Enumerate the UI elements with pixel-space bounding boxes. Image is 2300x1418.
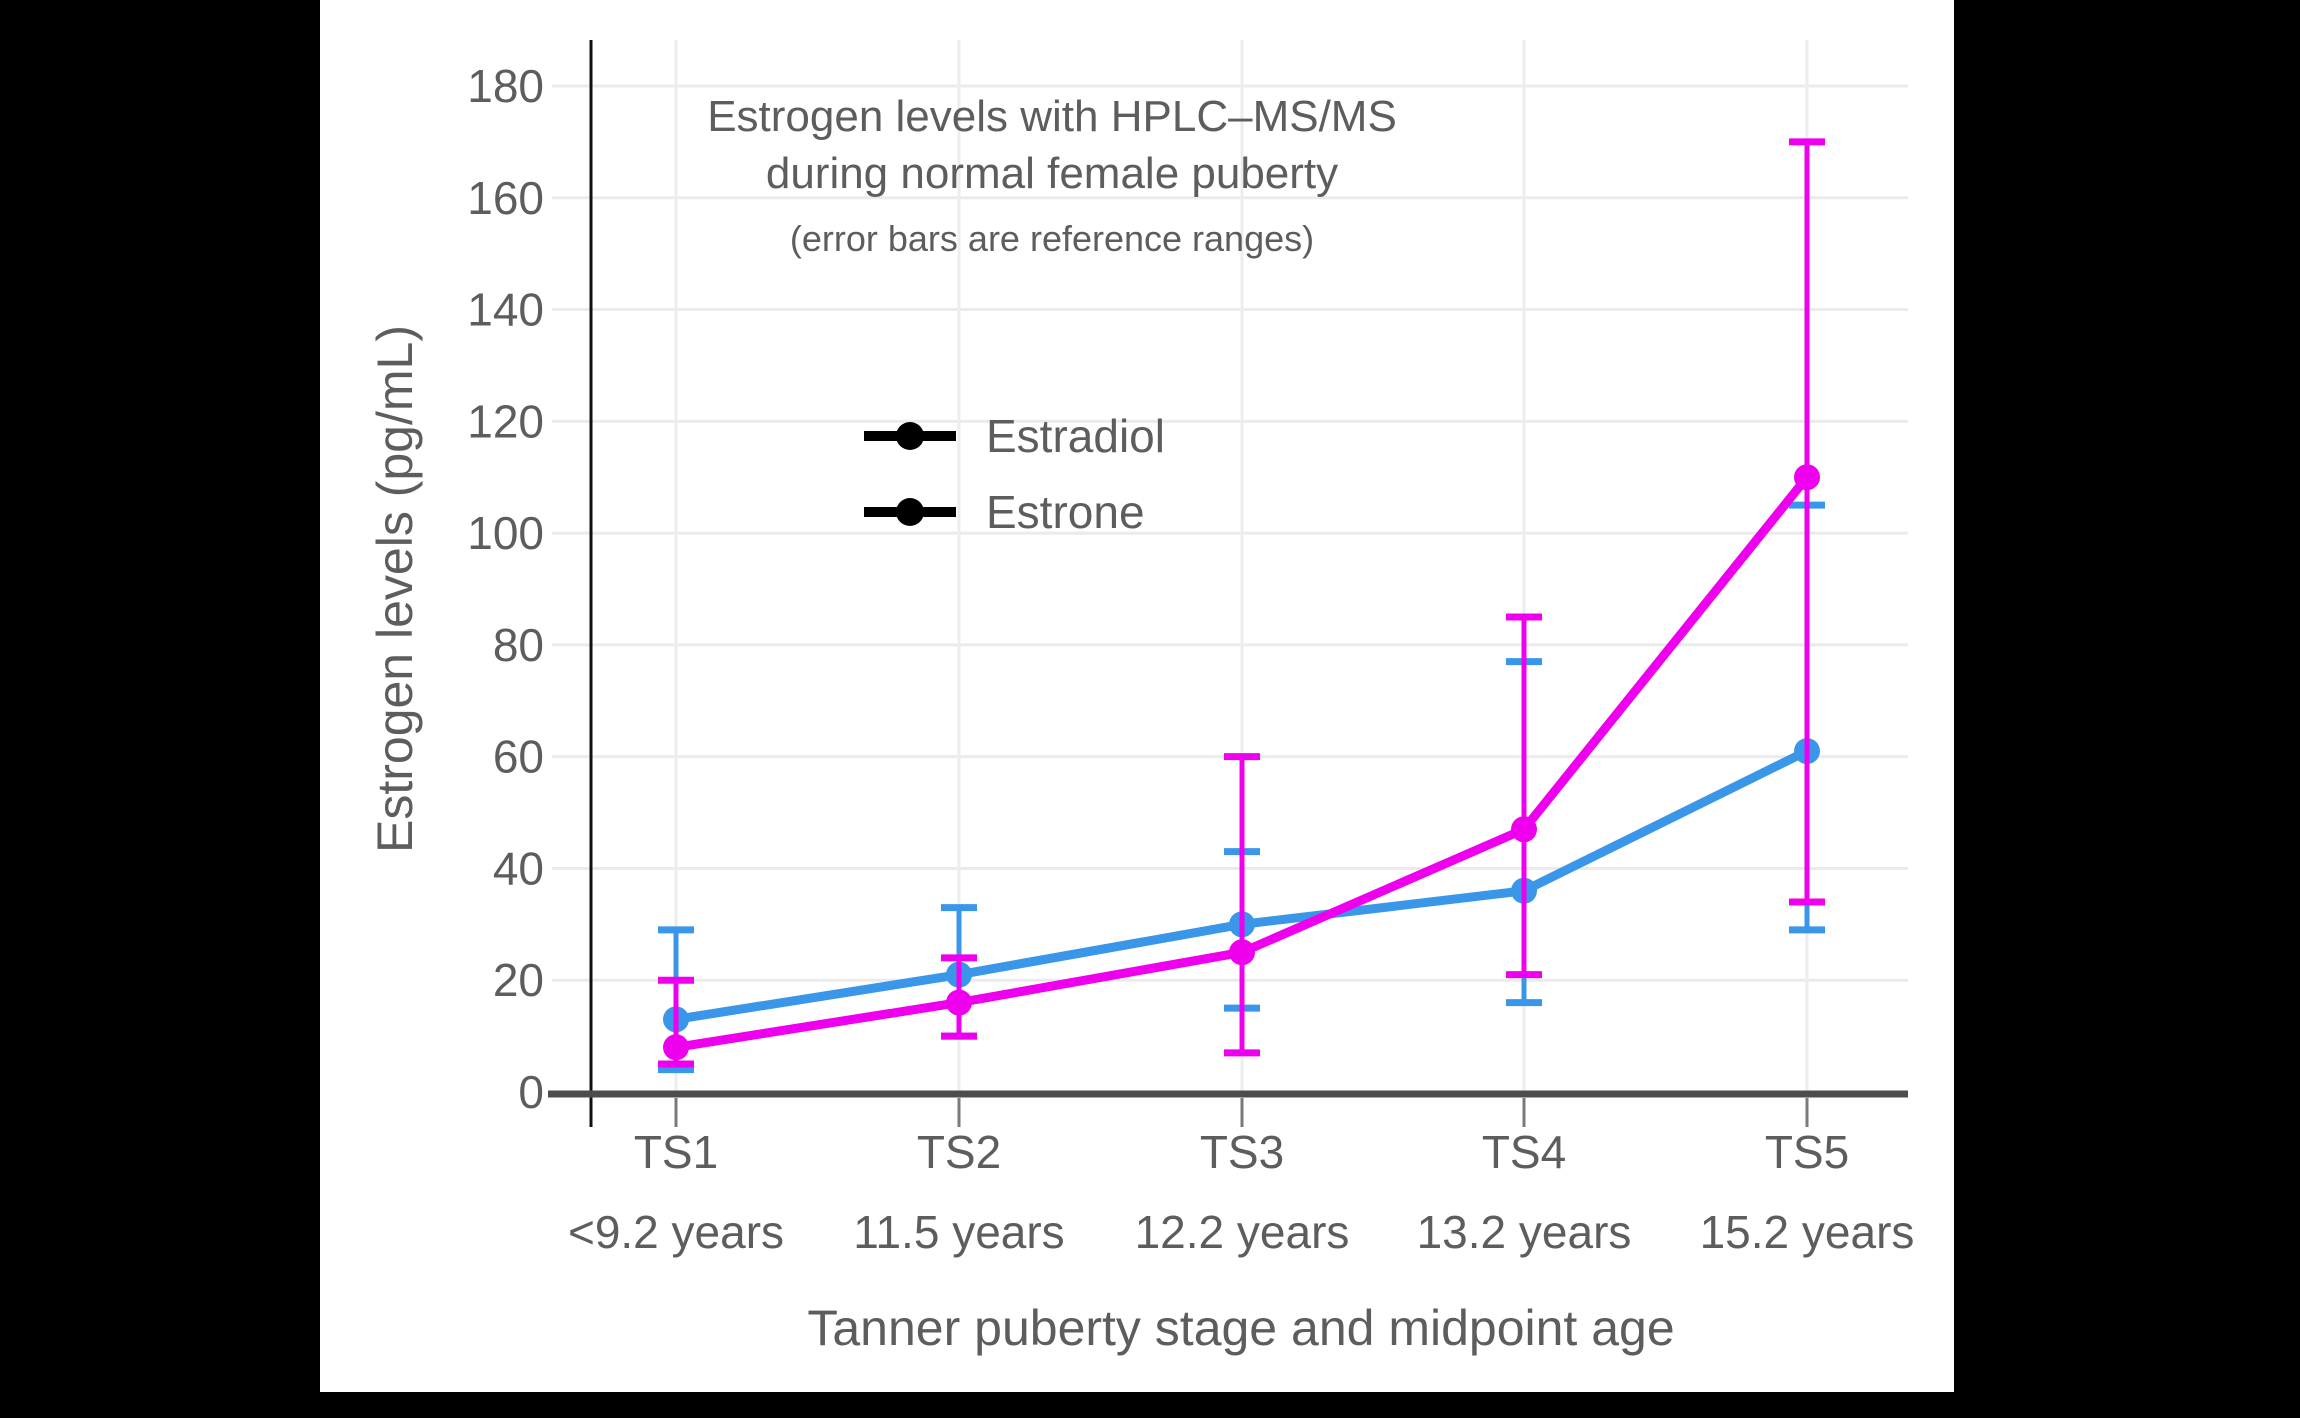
legend-swatch-estradiol	[864, 422, 956, 450]
data-point-marker-estradiol	[663, 1034, 689, 1061]
y-tick-label: 100	[467, 507, 544, 559]
chart-canvas: 0 20 40 60 80 100 120 140 160 180 TS1 TS2 TS3 TS4 TS5 <…	[467, 40, 1915, 1258]
legend-item-estradiol: Estradiol	[862, 398, 1165, 474]
x-tick-sublabel: <9.2 years	[568, 1206, 784, 1258]
y-tick-label: 20	[493, 954, 544, 1006]
x-tick-sublabel: 13.2 years	[1417, 1206, 1632, 1258]
legend-label-estrone: Estrone	[986, 486, 1145, 538]
figure-panel: 0 20 40 60 80 100 120 140 160 180 TS1 TS2 TS3 TS4 TS5 <…	[320, 0, 1954, 1392]
y-tick-label: 40	[493, 842, 544, 894]
chart-title-line1: Estrogen levels with HPLC–MS/MS	[707, 92, 1397, 141]
y-tick-label: 60	[493, 731, 544, 783]
y-axis-title: Estrogen levels (pg/mL)	[367, 324, 423, 854]
x-tick-label: TS5	[1765, 1126, 1849, 1178]
y-tick-label: 80	[493, 619, 544, 671]
legend-label-estradiol: Estradiol	[986, 410, 1165, 462]
data-point-marker-estradiol	[1511, 816, 1537, 843]
x-tick-label: TS1	[634, 1126, 718, 1178]
x-tick-label: TS3	[1200, 1126, 1284, 1178]
x-axis-title: Tanner puberty stage and midpoint age	[807, 1300, 1675, 1356]
x-tick-label: TS4	[1482, 1126, 1566, 1178]
data-point-marker-estradiol	[946, 989, 972, 1016]
y-tick-label: 140	[467, 284, 544, 336]
legend: Estradiol Estrone	[862, 398, 1165, 550]
y-tick-label: 120	[467, 395, 544, 447]
chart-title-line2: during normal female puberty	[765, 149, 1339, 198]
x-tick-sublabel: 12.2 years	[1135, 1206, 1350, 1258]
chart-subtitle: (error bars are reference ranges)	[789, 218, 1315, 259]
y-tick-label: 180	[467, 60, 544, 112]
data-point-marker-estradiol	[1229, 939, 1255, 966]
x-tick-sublabel: 11.5 years	[853, 1206, 1064, 1258]
legend-swatch-estrone	[864, 498, 956, 526]
y-tick-label: 160	[467, 172, 544, 224]
x-tick-label: TS2	[917, 1126, 1001, 1178]
data-point-marker-estradiol	[1794, 464, 1820, 491]
y-tick-label: 0	[518, 1066, 544, 1118]
legend-item-estrone: Estrone	[862, 474, 1165, 550]
x-tick-sublabel: 15.2 years	[1700, 1206, 1915, 1258]
